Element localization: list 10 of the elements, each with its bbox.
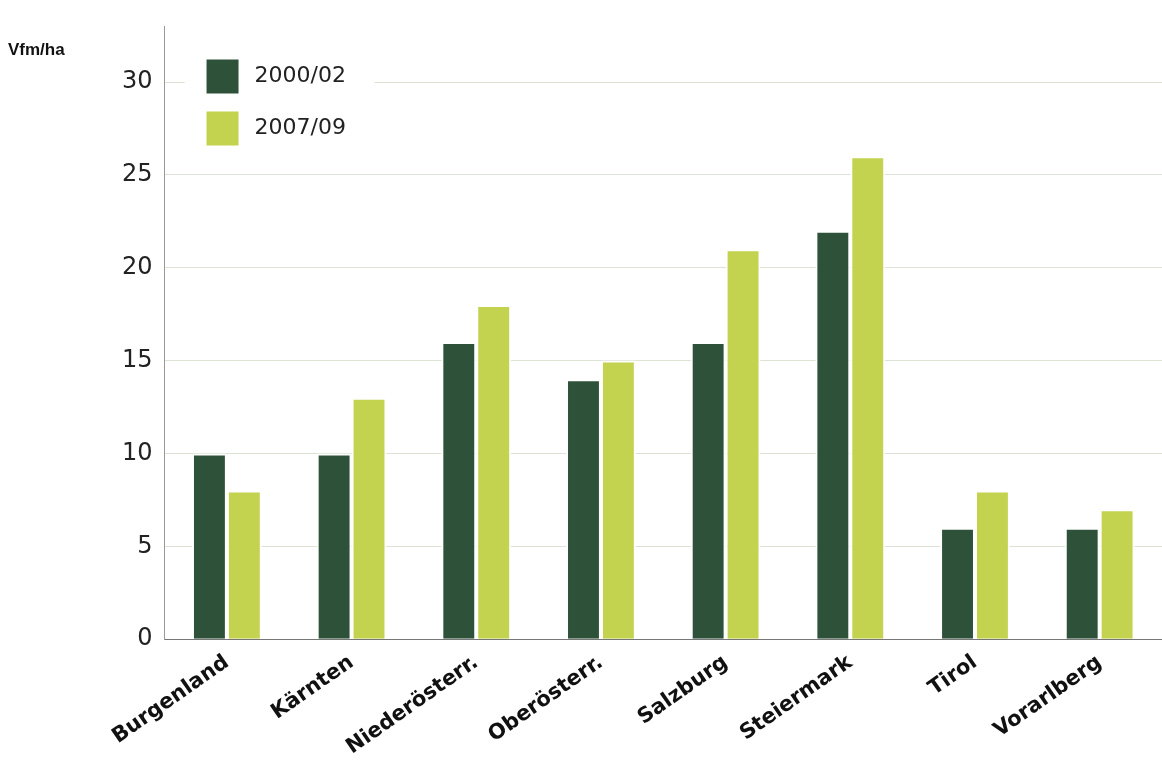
y-tick-label: 5: [137, 530, 153, 559]
y-tick-label: 25: [121, 159, 153, 188]
y-tick-label: 15: [121, 344, 153, 373]
y-tick-label: 10: [121, 437, 153, 466]
y-tick-label: 0: [137, 623, 153, 652]
legend-label: 2007/09: [254, 114, 346, 140]
y-tick-label: 30: [121, 66, 153, 95]
legend-label: 2000/02: [254, 62, 346, 88]
y-tick-label: 20: [121, 252, 153, 281]
y-axis-title: Vfm/ha: [8, 39, 66, 59]
